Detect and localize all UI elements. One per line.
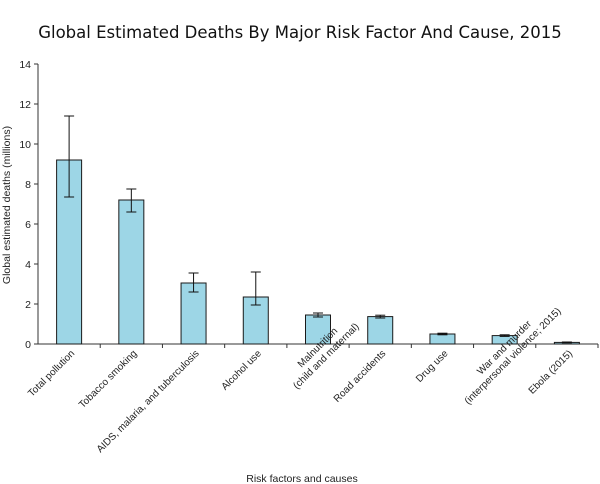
y-tick-label: 10 xyxy=(19,139,31,151)
chart-title: Global Estimated Deaths By Major Risk Fa… xyxy=(38,23,562,42)
y-tick-label: 12 xyxy=(19,99,31,111)
x-tick-label: War and murder(interpersonal violence; 2… xyxy=(454,298,563,407)
bar xyxy=(180,282,207,345)
x-tick-label: Road accidents xyxy=(332,348,389,405)
y-tick-label: 0 xyxy=(25,339,31,351)
bar xyxy=(118,199,145,345)
y-tick-label: 14 xyxy=(19,59,31,71)
x-tick-label: Tobacco smoking xyxy=(77,348,139,410)
y-tick-label: 6 xyxy=(25,219,31,231)
x-tick-label: Drug use xyxy=(414,348,451,385)
bar xyxy=(429,333,456,345)
bar xyxy=(367,316,394,345)
bar xyxy=(305,314,331,345)
y-axis-label: Global estimated deaths (millions) xyxy=(1,126,13,284)
x-tick-label-line: (interpersonal violence; 2015) xyxy=(463,306,564,407)
x-tick-label: AIDS, malaria, and tuberculosis xyxy=(95,348,202,455)
bar-series xyxy=(56,115,580,345)
x-tick-label: Ebola (2015) xyxy=(527,348,575,396)
y-tick-label: 8 xyxy=(25,179,31,191)
x-axis-label: Risk factors and causes xyxy=(246,473,357,484)
y-tick-label: 2 xyxy=(25,299,31,311)
x-tick-label: Total pollution xyxy=(26,348,77,399)
y-tick-label: 4 xyxy=(25,259,31,271)
x-tick-label: Alcohol use xyxy=(220,348,265,393)
y-axis-ticks: 0 2 4 6 8 10 12 14 xyxy=(19,59,38,351)
